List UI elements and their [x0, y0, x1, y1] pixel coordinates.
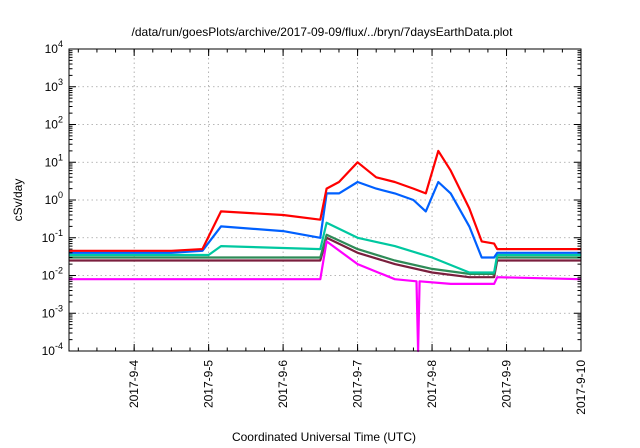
y-tick-exponent: 4: [58, 39, 63, 49]
x-axis-label: Coordinated Universal Time (UTC): [232, 430, 416, 444]
y-tick-exponent: -2: [55, 266, 63, 276]
y-tick-exponent: -3: [55, 303, 63, 313]
y-tick-base: 10: [42, 344, 56, 358]
y-tick-exponent: -4: [55, 341, 63, 351]
chart-title: /data/run/goesPlots/archive/2017-09-09/f…: [132, 25, 514, 39]
y-tick-exponent: 0: [58, 190, 63, 200]
series-line-2: [69, 221, 581, 274]
x-tick-label: 2017-9-8: [425, 360, 439, 408]
axis-ticks: [69, 48, 582, 352]
grid-lines: [69, 49, 581, 351]
series-line-4: [69, 149, 581, 252]
plot-frame: [68, 48, 582, 352]
y-tick-label: 10-3: [42, 303, 63, 320]
y-axis-label: cSv/day: [11, 179, 25, 222]
y-tick-base: 10: [42, 231, 56, 245]
y-tick-label: 10-1: [42, 228, 63, 245]
y-tick-label: 102: [45, 115, 63, 132]
y-tick-label: 10-4: [42, 341, 63, 358]
series-group: [69, 149, 582, 353]
x-tick-labels: 2017-9-4 2017-9-5 2017-9-6 2017-9-7 2017-9-8…: [127, 360, 588, 415]
y-tick-exponent: 1: [58, 152, 63, 162]
x-tick-label: 2017-9-5: [202, 360, 216, 408]
y-tick-label: 103: [45, 77, 63, 94]
y-tick-base: 10: [42, 269, 56, 283]
y-tick-label: 10-2: [42, 266, 63, 283]
x-tick-label: 2017-9-4: [127, 360, 141, 408]
series-line-3: [69, 180, 581, 259]
y-tick-base: 10: [42, 306, 56, 320]
x-tick-label: 2017-9-7: [351, 360, 365, 408]
x-tick-label: 2017-9-6: [276, 360, 290, 408]
series-line-5: [69, 240, 582, 353]
y-tick-exponent: -1: [55, 228, 63, 238]
x-tick-label: 2017-9-9: [500, 360, 514, 408]
y-tick-label: 104: [45, 39, 63, 56]
y-tick-base: 10: [45, 42, 59, 56]
x-tick-label: 2017-9-10: [574, 360, 588, 415]
y-tick-exponent: 3: [58, 77, 63, 87]
y-tick-label: 100: [45, 190, 63, 207]
y-tick-base: 10: [45, 155, 59, 169]
y-tick-exponent: 2: [58, 115, 63, 125]
y-tick-base: 10: [45, 80, 59, 94]
y-tick-base: 10: [45, 118, 59, 132]
y-tick-base: 10: [45, 193, 59, 207]
y-tick-label: 101: [45, 152, 63, 169]
